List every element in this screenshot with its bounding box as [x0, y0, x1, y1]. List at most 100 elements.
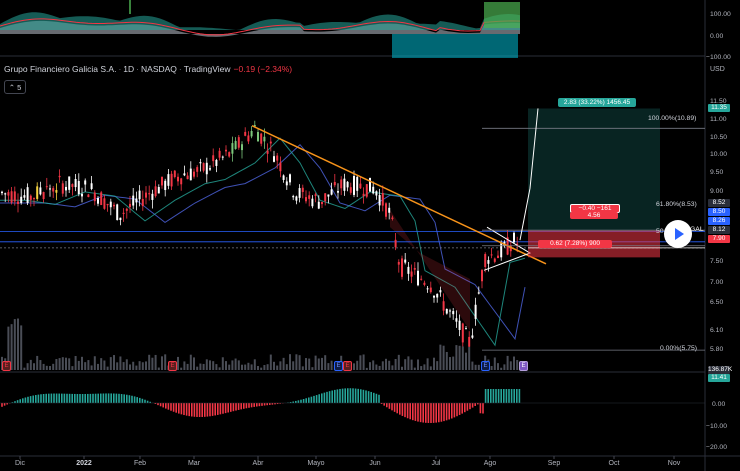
volume-bar — [103, 360, 106, 370]
candle-body — [225, 149, 227, 152]
candle-body — [285, 181, 288, 186]
volume-bar — [257, 366, 259, 370]
osc-histogram-bar — [175, 403, 177, 413]
earnings-marker[interactable]: E — [343, 361, 352, 371]
fib-level-618[interactable]: 61.80%(8.53) — [656, 201, 697, 208]
target-label[interactable]: 2.83 (33.22%) 1456.45 — [558, 98, 636, 107]
candle-body — [1, 191, 3, 194]
stop-label[interactable]: 0.62 (7.28%) 900 — [538, 240, 612, 248]
volume-bar — [375, 364, 378, 370]
candle-body — [228, 152, 231, 157]
candle-body — [481, 270, 483, 282]
osc-histogram-bar — [341, 388, 344, 403]
candle-body — [135, 198, 138, 203]
candle-body — [97, 198, 99, 204]
osc-histogram-bar — [315, 395, 318, 403]
volume-bar — [177, 356, 179, 370]
osc-histogram-bar — [74, 393, 76, 403]
earnings-marker[interactable]: E — [168, 361, 177, 371]
osc-histogram-bar — [87, 393, 89, 403]
volume-bar — [129, 364, 131, 370]
volume-bar — [289, 354, 291, 370]
earnings-marker[interactable]: E — [519, 361, 528, 371]
earnings-marker[interactable]: E — [481, 361, 490, 371]
price-axis-label: 6.50 — [710, 299, 724, 306]
volume-bar — [65, 357, 67, 370]
volume-bar — [452, 356, 455, 370]
osc-histogram-bar — [263, 403, 266, 406]
osc-histogram-bar — [451, 403, 453, 419]
bottom-osc-axis-label: −20.00 — [706, 444, 727, 451]
volume-bar — [477, 364, 480, 370]
volume-bar — [474, 364, 477, 370]
osc-histogram-bar — [331, 390, 333, 403]
fib-level-0[interactable]: 0.00%(5.75) — [660, 345, 698, 352]
volume-bar — [193, 357, 195, 370]
fib-level-100[interactable]: 100.00%(10.89) — [648, 115, 697, 122]
candle-body — [20, 196, 23, 204]
candle-body — [39, 187, 42, 195]
osc-histogram-bar — [404, 403, 406, 418]
volume-bar — [388, 360, 391, 370]
x-axis-label: Ago — [483, 460, 497, 467]
osc-histogram-bar — [53, 393, 55, 403]
osc-histogram-bar — [302, 398, 305, 403]
osc-histogram-bar — [256, 403, 258, 407]
candle-body — [445, 308, 448, 314]
osc-histogram-bar — [27, 396, 29, 403]
osc-histogram-bar — [19, 399, 21, 403]
osc-histogram-bar — [508, 389, 510, 403]
candle-body — [52, 188, 55, 192]
projection-arrow — [519, 108, 539, 241]
fib-level-50[interactable]: 50 — [656, 228, 664, 235]
osc-histogram-bar — [227, 403, 229, 413]
interval-label[interactable]: 1D — [123, 64, 135, 74]
indicator-collapse-toggle[interactable]: ⌃ 5 — [4, 80, 26, 94]
volume-bar — [119, 356, 122, 370]
volume-bar — [106, 366, 109, 370]
volume-bar — [141, 362, 144, 370]
earnings-marker[interactable]: E — [2, 361, 11, 371]
volume-bar — [212, 361, 215, 370]
osc-histogram-bar — [128, 395, 131, 403]
osc-histogram-bar — [456, 403, 458, 417]
candle-body — [4, 193, 7, 195]
osc-histogram-bar — [503, 389, 505, 403]
volume-bar — [500, 367, 503, 370]
candle-body — [266, 150, 269, 154]
volume-bar — [308, 358, 311, 370]
osc-histogram-bar — [323, 392, 326, 403]
osc-histogram-bar — [79, 393, 81, 403]
candle-body — [439, 290, 442, 293]
volume-bar — [209, 360, 211, 370]
candle-body — [234, 140, 237, 149]
osc-histogram-bar — [42, 393, 45, 403]
volume-bar — [276, 365, 279, 370]
osc-histogram-bar — [206, 403, 209, 417]
osc-histogram-bar — [3, 403, 6, 406]
indicator-count: 5 — [17, 82, 22, 92]
osc-histogram-bar — [92, 393, 94, 403]
candle-body — [423, 282, 426, 285]
volume-bar — [87, 360, 90, 370]
risk-label-2[interactable]: 4.56 — [570, 212, 618, 219]
x-axis-label: Jun — [369, 460, 381, 467]
volume-bar — [17, 318, 19, 370]
volume-bar — [378, 365, 381, 370]
candle-body — [81, 193, 83, 197]
candle-body — [385, 203, 387, 217]
volume-bar — [20, 325, 23, 370]
earnings-marker[interactable]: E — [334, 361, 343, 371]
osc-histogram-bar — [97, 393, 99, 403]
osc-histogram-bar — [448, 403, 450, 420]
candle-body — [260, 133, 263, 144]
osc-histogram-bar — [313, 395, 315, 403]
osc-histogram-bar — [35, 395, 37, 403]
volume-bar — [490, 366, 493, 370]
candle-body — [324, 193, 327, 202]
osc-histogram-bar — [292, 401, 294, 403]
osc-histogram-bar — [347, 388, 349, 403]
chevron-up-icon: ⌃ — [8, 82, 16, 92]
replay-play-button[interactable] — [664, 220, 692, 248]
